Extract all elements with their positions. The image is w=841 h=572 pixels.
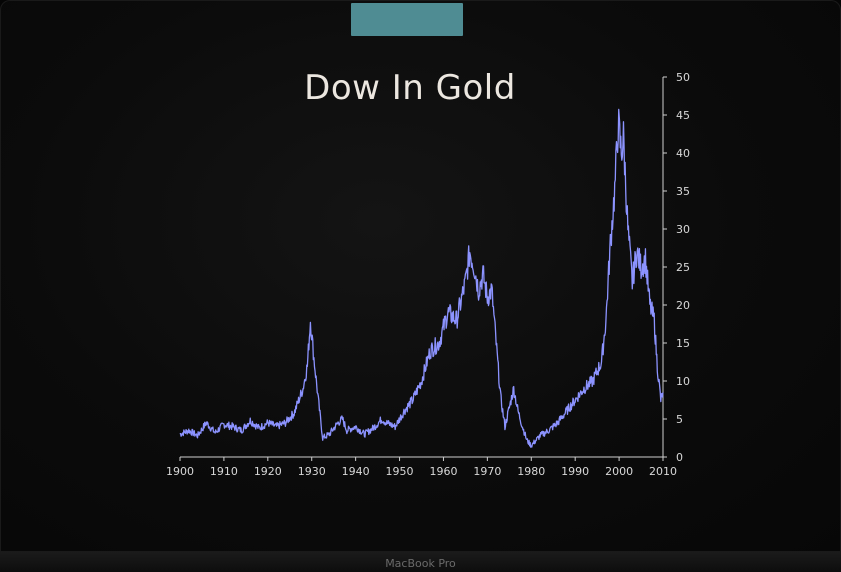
- x-tick-label: 1940: [342, 465, 370, 478]
- y-tick-label: 10: [676, 375, 690, 388]
- x-tick-label: 2000: [605, 465, 633, 478]
- x-tick-label: 1970: [473, 465, 501, 478]
- camera-notch: [351, 3, 463, 36]
- x-tick-label: 1990: [561, 465, 589, 478]
- chart-ticks: 1900 1910 1920 1930 1940 1950 1960 1970 1980 1990…: [166, 71, 690, 478]
- y-tick-label: 0: [676, 451, 683, 464]
- chart-series: [179, 108, 664, 448]
- y-tick-label: 40: [676, 147, 690, 160]
- series-line: [179, 108, 664, 448]
- x-tick-label: 1900: [166, 465, 194, 478]
- x-tick-label: 1910: [210, 465, 238, 478]
- chart-axes: [180, 77, 664, 458]
- x-tick-label: 1980: [517, 465, 545, 478]
- y-tick-label: 35: [676, 185, 690, 198]
- laptop-hinge: [0, 552, 841, 572]
- y-tick-label: 15: [676, 337, 690, 350]
- chart-title: Dow In Gold: [304, 68, 516, 108]
- x-tick-label: 1930: [298, 465, 326, 478]
- chart: 1900 1910 1920 1930 1940 1950 1960 1970 1980 1990…: [166, 71, 690, 478]
- y-tick-label: 50: [676, 71, 690, 84]
- x-tick-label: 2010: [649, 465, 677, 478]
- x-tick-label: 1950: [386, 465, 414, 478]
- y-tick-label: 5: [676, 413, 683, 426]
- x-tick-label: 1920: [254, 465, 282, 478]
- y-tick-label: 30: [676, 223, 690, 236]
- brand-label: MacBook Pro: [385, 557, 456, 570]
- y-tick-label: 45: [676, 109, 690, 122]
- y-tick-label: 25: [676, 261, 690, 274]
- x-tick-label: 1960: [429, 465, 457, 478]
- screen-area: [0, 0, 841, 552]
- y-tick-label: 20: [676, 299, 690, 312]
